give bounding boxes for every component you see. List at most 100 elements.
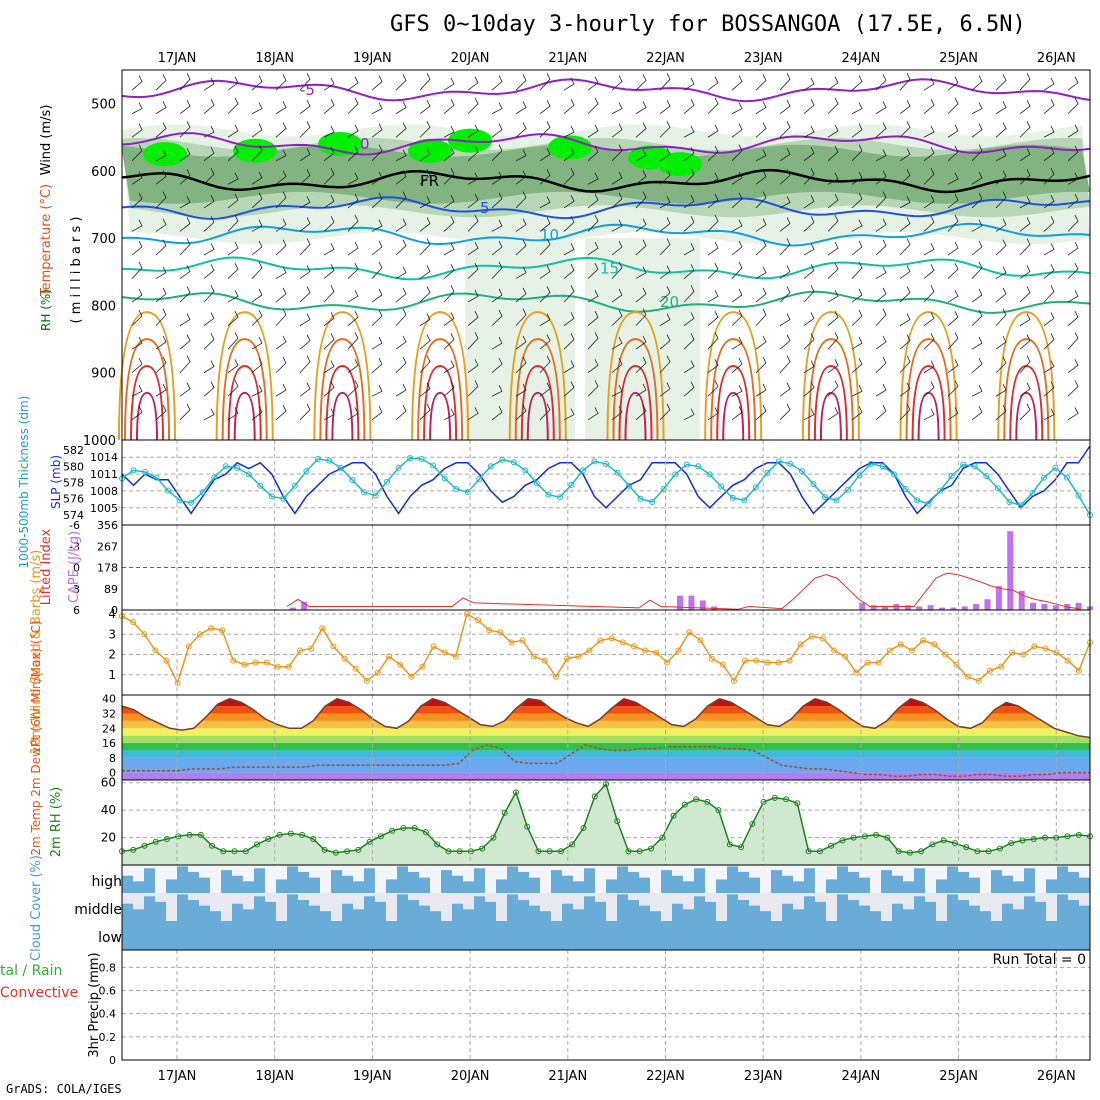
thickness-point	[579, 467, 586, 474]
wind-barb	[995, 170, 1007, 185]
wind-barb	[779, 169, 791, 185]
wind-barb	[851, 192, 863, 209]
wind-barb	[539, 313, 551, 326]
rh2m-point	[265, 835, 272, 842]
cloud-cell	[254, 868, 265, 893]
rh2m-point	[377, 833, 384, 840]
rh2m-point	[242, 848, 249, 855]
wind-barb	[755, 266, 767, 279]
wind-barb	[323, 381, 335, 397]
wind-barb	[611, 144, 623, 162]
wind-barb	[731, 336, 743, 350]
rh2m-point	[850, 834, 857, 841]
cape-ytick: 356	[97, 519, 118, 532]
rh-max-blob-3	[408, 138, 452, 163]
wind-barb	[707, 380, 719, 397]
cloud-cell	[738, 900, 749, 921]
wind-barb	[1067, 76, 1079, 91]
cloud-cell	[1035, 901, 1046, 921]
wind-barb	[755, 383, 767, 397]
thickness-point	[856, 472, 863, 479]
wind-barb	[227, 380, 239, 397]
cloud-cell	[782, 875, 793, 893]
wind-speed-point	[953, 661, 960, 668]
isotherm-label-15: 15	[600, 259, 619, 277]
wind-speed-point	[686, 629, 693, 636]
wind-barb	[995, 74, 1007, 91]
wind-barb	[1067, 359, 1079, 374]
thickness-point	[695, 463, 702, 470]
wind-barb	[827, 97, 839, 115]
thickness-point	[130, 467, 137, 474]
wind-speed-point	[653, 649, 660, 656]
rh2m-point	[1053, 834, 1060, 841]
wind-barb	[635, 383, 647, 397]
wind-barb	[611, 406, 623, 421]
rh2m-point	[805, 848, 812, 855]
wind-barb	[851, 336, 863, 350]
cloud-cell	[353, 881, 364, 893]
wind-labels: 10m Wind Speed & Barbs (m/s)	[29, 550, 44, 755]
wind-barb	[803, 146, 815, 162]
wind-barb	[515, 266, 527, 279]
wind-barb	[347, 241, 359, 256]
wind-barb	[755, 335, 767, 350]
thickness-point	[384, 478, 391, 485]
wind-barb	[131, 171, 143, 185]
cloud-cell	[738, 872, 749, 893]
warm-loop-8-1	[905, 338, 952, 441]
wind-barb	[1043, 98, 1055, 115]
wind-speed-point	[163, 657, 170, 664]
rh2m-point	[659, 834, 666, 841]
wind-barb	[467, 332, 479, 350]
cape-bar	[859, 602, 866, 610]
wind-barb	[395, 74, 407, 91]
cloud-cell	[375, 901, 386, 921]
precip-ytick: 0.6	[99, 985, 117, 998]
wind-barb	[443, 381, 455, 397]
rh2m-point	[501, 809, 508, 816]
cloud-cell	[749, 877, 760, 893]
wind-speed-point	[931, 641, 938, 648]
wind-barb	[227, 76, 239, 91]
wind-speed-point	[508, 639, 515, 646]
wind-barb	[251, 309, 263, 326]
cloud-cell	[969, 877, 980, 893]
wind-barb	[971, 261, 983, 279]
cloud-cell	[408, 921, 419, 950]
wind-barb	[947, 172, 959, 185]
thickness-point	[787, 460, 794, 467]
wind-barb	[155, 170, 167, 185]
cape-bar	[961, 606, 968, 610]
wind-barb	[179, 286, 191, 303]
panel-bg-wind	[122, 610, 1090, 695]
thickness-point	[741, 497, 748, 504]
cloud-cell	[408, 900, 419, 921]
wind-barb	[731, 192, 743, 209]
wind-barb	[443, 285, 455, 303]
wind-barb	[563, 125, 575, 138]
wind-barb	[755, 218, 767, 232]
wind-barb	[875, 239, 887, 256]
thickness-point	[891, 471, 898, 478]
wind-barb	[491, 288, 503, 303]
wind-barb	[971, 219, 983, 232]
wind-barb	[227, 145, 239, 162]
wind-barb	[971, 336, 983, 350]
cloud-cell	[837, 894, 848, 921]
temp-ytick: 8	[109, 752, 116, 765]
wind-barb	[875, 266, 887, 279]
rh2m-point	[152, 838, 159, 845]
wind-barb	[419, 265, 431, 279]
wind-barb	[779, 382, 791, 397]
top-date-axis: 17JAN 18JAN 19JAN 20JAN 21JAN 22JAN 23JAN 24JAN…	[158, 51, 1076, 66]
wind-barb	[971, 102, 983, 115]
slp-ytick: 1008	[90, 485, 118, 498]
wind-barb	[755, 149, 767, 162]
wind-barb	[1067, 311, 1079, 326]
wind-barb	[779, 121, 791, 138]
cape-ytick: 0	[111, 604, 118, 617]
cloud-cell	[463, 921, 474, 950]
warm-loop-4-3	[526, 391, 549, 441]
wind-barb	[635, 239, 647, 256]
